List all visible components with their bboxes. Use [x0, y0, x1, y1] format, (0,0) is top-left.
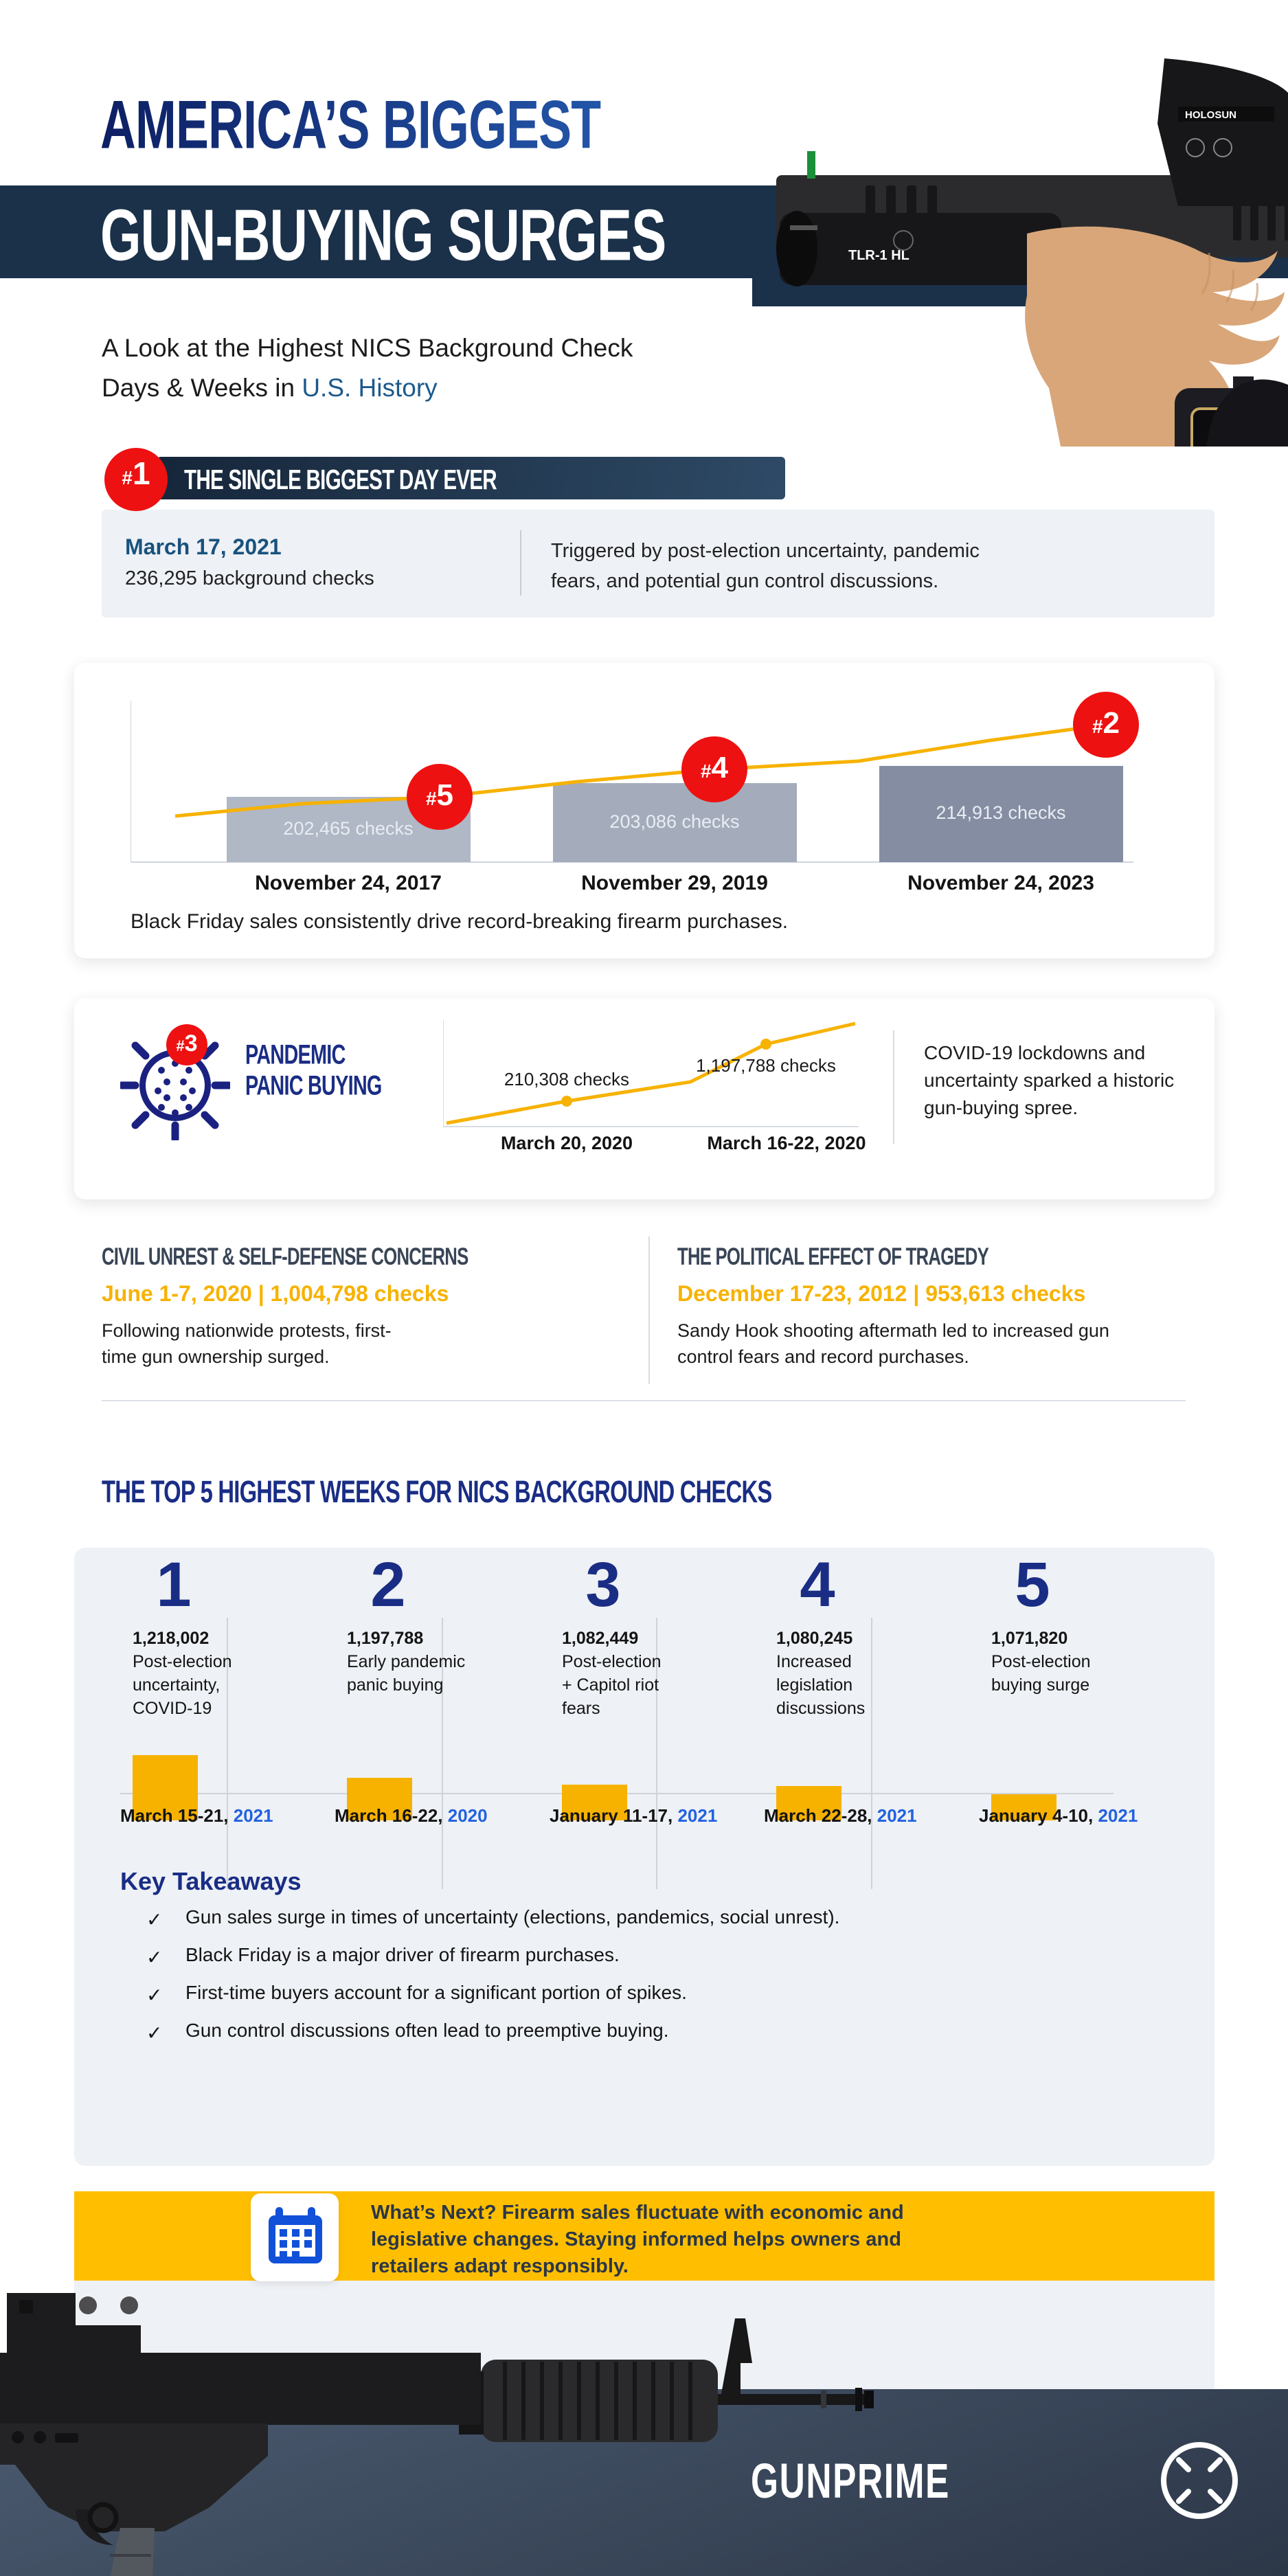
svg-text:202,465 checks: 202,465 checks	[283, 818, 413, 839]
svg-text:November 24, 2023: November 24, 2023	[907, 872, 1094, 893]
svg-text:March 20, 2020: March 20, 2020	[501, 1133, 633, 1153]
svg-text:November 24, 2017: November 24, 2017	[255, 872, 442, 893]
svg-text:March 16-22, 2020: March 16-22, 2020	[707, 1133, 866, 1153]
svg-text:214,913 checks: 214,913 checks	[936, 802, 1065, 823]
svg-text:November 29, 2019: November 29, 2019	[581, 872, 768, 893]
svg-text:203,086 checks: 203,086 checks	[609, 811, 739, 832]
svg-text:210,308 checks: 210,308 checks	[504, 1069, 629, 1089]
svg-text:HOLOSUN: HOLOSUN	[1185, 109, 1236, 121]
svg-text:1,197,788 checks: 1,197,788 checks	[696, 1055, 836, 1076]
